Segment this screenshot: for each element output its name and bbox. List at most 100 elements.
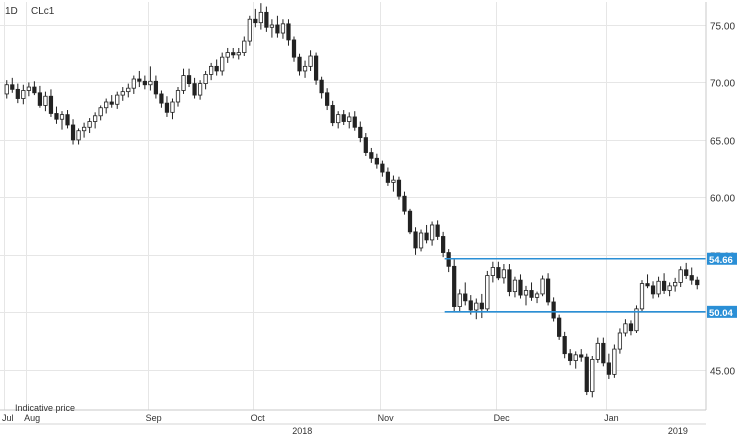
candle-body	[496, 267, 501, 279]
level-tag-box	[707, 305, 737, 318]
candle	[319, 76, 324, 99]
candle-body	[21, 90, 26, 99]
candle	[269, 19, 275, 38]
candle-body	[645, 283, 650, 287]
candle-body	[203, 74, 208, 84]
candle	[639, 280, 645, 313]
candle	[463, 282, 468, 306]
candle	[10, 77, 15, 93]
level-tags: 54.66 50.04	[707, 252, 737, 319]
candle-body	[302, 65, 308, 72]
candle-body	[142, 80, 147, 86]
year-tick-labels: 2018 2019	[292, 426, 688, 436]
candle	[192, 77, 197, 99]
candle	[153, 75, 159, 99]
candle	[601, 337, 606, 367]
candle-body	[192, 83, 197, 96]
candlestick-series	[4, 3, 700, 398]
candle-body	[43, 95, 48, 106]
candle	[617, 328, 623, 354]
candle	[43, 91, 48, 112]
candle-body	[545, 278, 551, 303]
candle-body	[579, 354, 584, 358]
candle	[435, 220, 440, 240]
candle-body	[573, 354, 578, 361]
candle	[313, 52, 319, 85]
y-tick-label: 65.00	[710, 137, 735, 148]
candle	[363, 133, 368, 157]
candle-body	[424, 232, 429, 241]
candle-body	[247, 18, 252, 42]
candle-body	[148, 80, 153, 86]
candle-body	[153, 80, 159, 95]
candle	[104, 98, 109, 114]
candle-body	[352, 116, 357, 128]
candle	[65, 110, 70, 129]
candle	[253, 8, 258, 28]
candle-body	[380, 163, 385, 173]
candle	[396, 176, 402, 200]
candle-body	[540, 278, 545, 295]
candle	[584, 353, 589, 396]
candle	[197, 80, 203, 100]
candle-body	[396, 179, 402, 197]
candle-body	[197, 83, 203, 96]
candle-body	[313, 55, 319, 81]
candle	[695, 276, 700, 290]
candle-body	[452, 265, 457, 307]
candle-body	[634, 308, 639, 332]
candle-body	[275, 24, 280, 34]
candle	[93, 112, 98, 129]
candle	[159, 90, 164, 108]
candle-body	[402, 195, 407, 212]
candle-body	[407, 210, 413, 233]
candle	[209, 62, 214, 81]
candle-body	[617, 332, 623, 350]
candle-body	[181, 75, 186, 91]
candle-body	[48, 95, 54, 114]
candle-body	[595, 342, 600, 360]
candle	[131, 75, 136, 94]
candle-body	[650, 285, 656, 295]
y-tick-label: 45.00	[710, 367, 735, 378]
candle-body	[280, 23, 286, 34]
candle	[264, 6, 269, 32]
candle-body	[601, 342, 606, 364]
candle	[126, 83, 131, 98]
candle	[59, 111, 65, 130]
candle	[673, 277, 678, 292]
candle	[568, 349, 573, 366]
candle	[490, 261, 495, 283]
candle	[369, 147, 374, 163]
candle	[684, 262, 689, 279]
candle-body	[341, 114, 346, 122]
candle-body	[291, 39, 297, 58]
x-tick-label-nov: Nov	[378, 413, 395, 423]
candle	[186, 68, 192, 88]
candle	[275, 15, 280, 38]
candle-body	[54, 113, 59, 120]
candle	[247, 15, 252, 46]
candle	[634, 305, 639, 333]
candle	[501, 264, 507, 284]
candle	[291, 36, 297, 62]
level-tag-label: 54.66	[709, 255, 733, 266]
candle	[540, 275, 545, 297]
y-tick-label: 60.00	[710, 194, 735, 205]
candle	[341, 110, 346, 125]
candle-body	[59, 114, 65, 120]
x-tick-label-jul: Jul	[2, 413, 14, 423]
candle	[170, 98, 175, 120]
candle-body	[76, 130, 81, 141]
candle	[612, 344, 617, 378]
x-tick-label-dec: Dec	[494, 413, 511, 423]
candle-body	[15, 88, 20, 99]
candle-body	[81, 126, 87, 132]
candle-body	[37, 92, 43, 106]
candle-body	[369, 152, 374, 159]
x-tick-label-oct: Oct	[251, 413, 266, 423]
candle	[231, 47, 236, 59]
candle	[137, 70, 142, 88]
candle	[280, 19, 286, 39]
